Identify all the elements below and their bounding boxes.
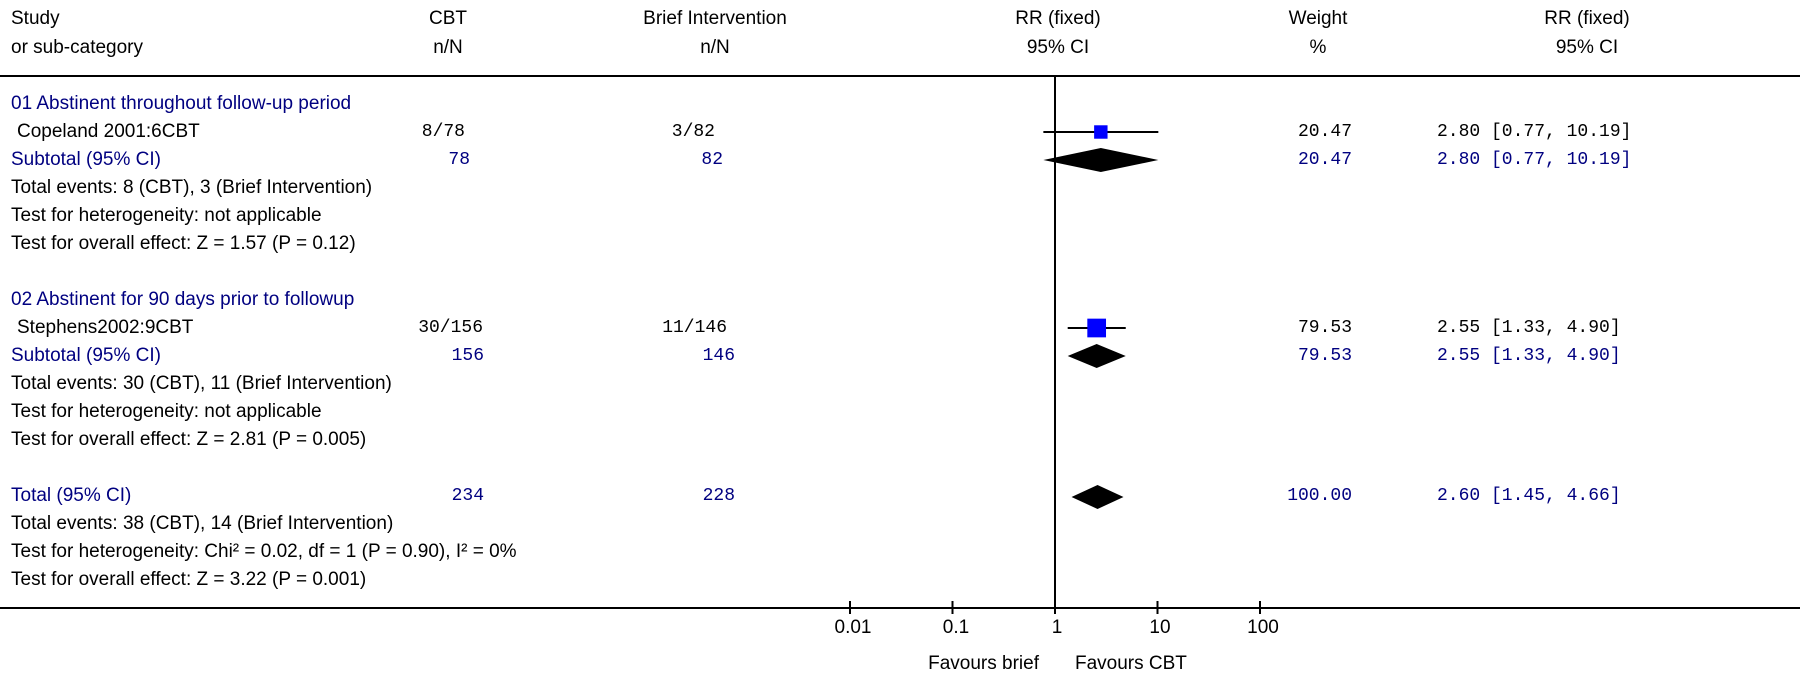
favours-left: Favours brief (928, 653, 1039, 674)
overall-effect-test: Test for overall effect: Z = 1.57 (P = 0… (11, 233, 356, 254)
header-cbt-nn: n/N (433, 37, 463, 58)
total-rr: 2.60 [1.45, 4.66] (1437, 486, 1621, 506)
overall-effect-test: Test for overall effect: Z = 2.81 (P = 0… (11, 429, 367, 450)
tick-label: 0.1 (942, 617, 970, 638)
header-weight-pct: % (1309, 37, 1327, 58)
header-ci-text: 95% CI (1555, 37, 1619, 58)
total-label: Total (95% CI) (11, 485, 132, 506)
header-rr-plot: RR (fixed) (1015, 8, 1101, 29)
favours-right: Favours CBT (1075, 653, 1187, 674)
subtotal-label: Subtotal (95% CI) (11, 345, 161, 366)
subtotal-cbt: 78 (448, 150, 470, 170)
subtotal-rr: 2.80 [0.77, 10.19] (1437, 150, 1632, 170)
study-rr: 2.80 [0.77, 10.19] (1437, 122, 1632, 142)
total-brief: 228 (702, 486, 735, 506)
overall-effect-test: Test for overall effect: Z = 3.22 (P = 0… (11, 569, 367, 590)
study-name: Copeland 2001:6CBT (17, 121, 200, 142)
study-cbt: 8/78 (421, 122, 465, 142)
pooled-diamond (1043, 148, 1159, 172)
subtotal-brief: 82 (701, 150, 723, 170)
header-rule (0, 75, 1800, 77)
pooled-diamond (1067, 344, 1126, 368)
total-events: Total events: 8 (CBT), 3 (Brief Interven… (11, 177, 373, 198)
study-weight: 79.53 (1297, 318, 1352, 338)
subtotal-weight: 20.47 (1297, 150, 1352, 170)
subtotal-cbt: 156 (451, 346, 484, 366)
heterogeneity-test: Test for heterogeneity: not applicable (11, 401, 322, 422)
tick-label: 10 (1149, 617, 1171, 638)
effect-square (1087, 318, 1107, 338)
subtotal-brief: 146 (702, 346, 735, 366)
total-weight: 100.00 (1287, 486, 1352, 506)
study-rr: 2.55 [1.33, 4.90] (1437, 318, 1621, 338)
tick-label: 0.01 (834, 617, 872, 638)
study-cbt: 30/156 (418, 318, 483, 338)
header-subcategory: or sub-category (11, 37, 144, 58)
group-title: 02 Abstinent for 90 days prior to follow… (11, 289, 355, 310)
tick-label: 100 (1247, 617, 1279, 638)
subtotal-label: Subtotal (95% CI) (11, 149, 161, 170)
study-name: Stephens2002:9CBT (17, 317, 194, 338)
total-events: Total events: 38 (CBT), 14 (Brief Interv… (11, 513, 394, 534)
effect-square (1094, 125, 1108, 139)
header-weight: Weight (1288, 8, 1348, 29)
study-brief: 3/82 (671, 122, 715, 142)
heterogeneity-test: Test for heterogeneity: not applicable (11, 205, 322, 226)
subtotal-weight: 79.53 (1297, 346, 1352, 366)
total-cbt: 234 (451, 486, 484, 506)
bottom-rule (0, 607, 1800, 609)
header-brief: Brief Intervention (643, 8, 787, 29)
total-events: Total events: 30 (CBT), 11 (Brief Interv… (11, 373, 392, 394)
study-brief: 11/146 (662, 318, 727, 338)
study-weight: 20.47 (1297, 122, 1352, 142)
group-title: 01 Abstinent throughout follow-up period (11, 93, 352, 114)
header-study: Study (11, 8, 60, 29)
tick-label: 1 (1051, 617, 1063, 638)
subtotal-rr: 2.55 [1.33, 4.90] (1437, 346, 1621, 366)
header-rr-text: RR (fixed) (1544, 8, 1630, 29)
header-ci-plot: 95% CI (1026, 37, 1090, 58)
header-cbt: CBT (429, 8, 467, 29)
header-brief-nn: n/N (700, 37, 730, 58)
pooled-diamond (1071, 485, 1124, 509)
heterogeneity-test: Test for heterogeneity: Chi² = 0.02, df … (11, 541, 517, 562)
